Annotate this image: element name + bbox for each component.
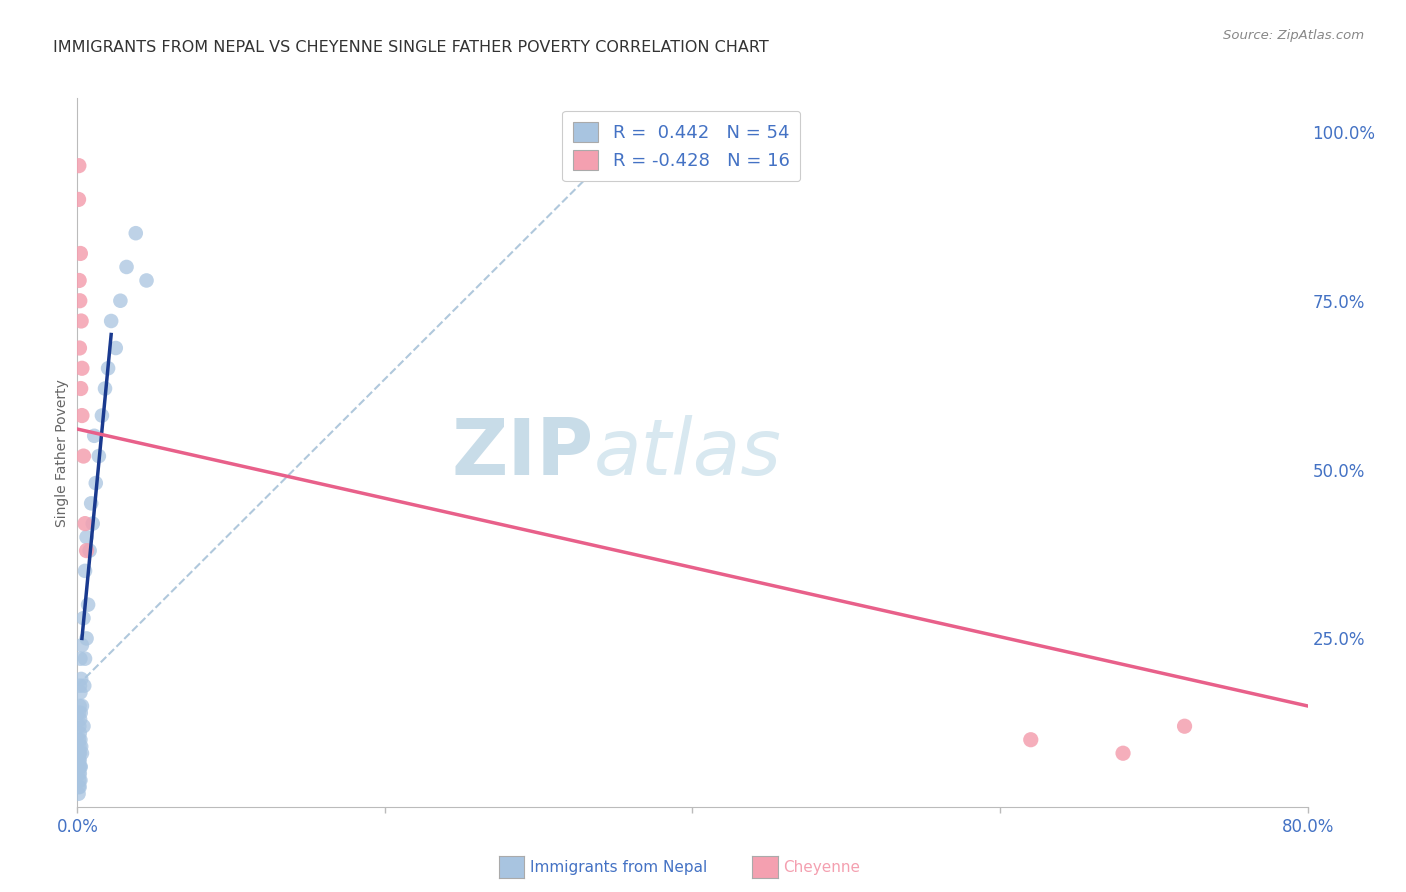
Point <box>135 273 157 287</box>
Point <box>76 632 98 646</box>
Point <box>69 773 91 788</box>
Point <box>84 476 107 491</box>
Point <box>69 679 91 693</box>
Legend: R =  0.442   N = 54, R = -0.428   N = 16: R = 0.442 N = 54, R = -0.428 N = 16 <box>562 111 800 181</box>
Point <box>70 314 93 328</box>
Point <box>115 260 138 274</box>
Text: ZIP: ZIP <box>451 415 595 491</box>
Text: Source: ZipAtlas.com: Source: ZipAtlas.com <box>1223 29 1364 42</box>
Point <box>67 746 90 760</box>
Point <box>67 719 90 733</box>
Point <box>67 760 90 774</box>
Point <box>70 638 93 652</box>
Text: IMMIGRANTS FROM NEPAL VS CHEYENNE SINGLE FATHER POVERTY CORRELATION CHART: IMMIGRANTS FROM NEPAL VS CHEYENNE SINGLE… <box>53 40 769 55</box>
Text: Immigrants from Nepal: Immigrants from Nepal <box>530 860 707 874</box>
Text: atlas: atlas <box>595 415 782 491</box>
Point <box>97 361 120 376</box>
Point <box>69 246 91 260</box>
Point <box>69 293 91 308</box>
Point <box>90 409 114 423</box>
Point <box>70 361 93 376</box>
Point <box>67 159 90 173</box>
Point <box>69 698 91 713</box>
Point <box>125 226 148 240</box>
Point <box>69 732 91 747</box>
Point <box>69 685 91 699</box>
Point <box>70 746 93 760</box>
Point <box>73 651 96 665</box>
Point <box>69 760 91 774</box>
Y-axis label: Single Father Poverty: Single Father Poverty <box>55 379 69 526</box>
Point <box>67 753 90 767</box>
Point <box>76 530 98 544</box>
Point <box>104 341 127 355</box>
Point <box>69 726 91 740</box>
Point <box>1174 719 1197 733</box>
Point <box>70 409 93 423</box>
Point <box>67 732 90 747</box>
Point <box>69 780 91 794</box>
Point <box>67 193 90 207</box>
Point <box>67 766 90 780</box>
Point <box>73 679 96 693</box>
Point <box>69 651 91 665</box>
Point <box>80 496 103 510</box>
Point <box>69 382 91 396</box>
Point <box>70 698 93 713</box>
Point <box>72 611 94 625</box>
Point <box>72 449 94 463</box>
Point <box>67 273 90 287</box>
Point <box>73 564 96 578</box>
Point <box>87 449 110 463</box>
Point <box>67 773 90 788</box>
Point <box>67 787 90 801</box>
Point <box>70 739 93 754</box>
Point <box>67 780 90 794</box>
Text: Cheyenne: Cheyenne <box>783 860 860 874</box>
Point <box>110 293 132 308</box>
Point <box>69 713 91 727</box>
Point <box>1112 746 1135 760</box>
Point <box>69 739 91 754</box>
Point <box>69 341 91 355</box>
Point <box>1019 732 1042 747</box>
Point <box>73 516 96 531</box>
Point <box>94 382 117 396</box>
Point <box>72 719 94 733</box>
Point <box>67 706 90 720</box>
Point <box>69 753 91 767</box>
Point <box>69 760 91 774</box>
Point <box>76 543 98 558</box>
Point <box>100 314 122 328</box>
Point <box>69 706 91 720</box>
Point <box>77 598 100 612</box>
Point <box>82 516 104 531</box>
Point <box>79 543 101 558</box>
Point <box>69 746 91 760</box>
Point <box>83 429 105 443</box>
Point <box>69 766 91 780</box>
Point <box>70 672 93 686</box>
